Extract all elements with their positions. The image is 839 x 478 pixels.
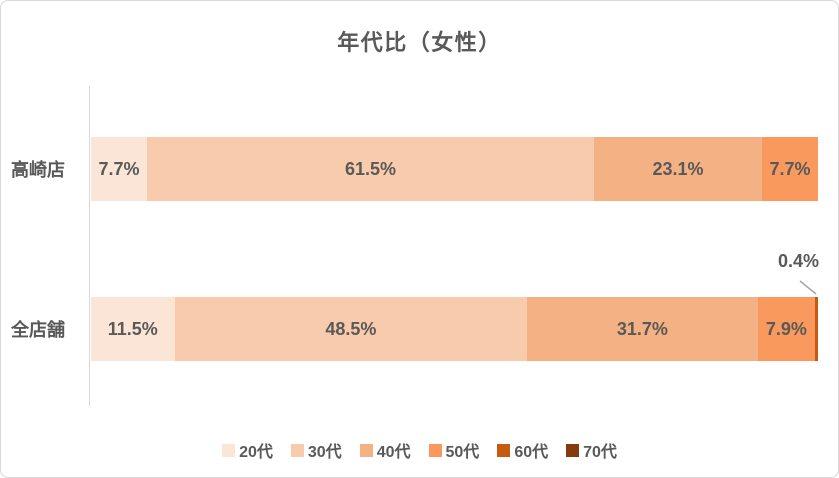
bar-segment-50代: 7.9% xyxy=(757,297,816,361)
bar-segment-50代: 7.7% xyxy=(761,137,818,201)
legend-label: 40代 xyxy=(376,444,411,461)
bar-segment-30代: 61.5% xyxy=(146,137,595,201)
legend-swatch xyxy=(359,443,373,457)
bar-segment-40代: 23.1% xyxy=(594,137,762,201)
legend-swatch xyxy=(290,443,304,457)
legend-label: 70代 xyxy=(583,444,617,461)
segment-value-label: 23.1% xyxy=(652,158,704,179)
legend-swatch xyxy=(222,443,236,457)
legend-swatch xyxy=(428,443,442,457)
legend-item-30代: 30代 xyxy=(290,438,342,462)
segment-value-label: 7.7% xyxy=(98,158,140,179)
bar-row: 全店舗 11.5% 48.5% 31.7% 7.9% xyxy=(1,297,838,361)
bar-segment-20代: 11.5% xyxy=(91,297,175,361)
bar-segment-40代: 31.7% xyxy=(527,297,758,361)
category-label: 全店舗 xyxy=(11,320,65,340)
legend: 20代 30代 40代 50代 60代 70代 xyxy=(1,438,838,462)
chart-title: 年代比（女性） xyxy=(337,30,502,55)
legend-swatch xyxy=(497,443,511,457)
legend-item-60代: 60代 xyxy=(497,438,548,462)
segment-value-label: 11.5% xyxy=(107,318,158,339)
bar-segment-60代 xyxy=(815,297,818,361)
callout-label: 0.4% xyxy=(778,251,820,271)
legend-label: 50代 xyxy=(445,444,480,461)
category-label: 高崎店 xyxy=(11,160,65,180)
stacked-bar: 7.7% 61.5% 23.1% 7.7% xyxy=(91,137,818,201)
segment-value-label: 48.5% xyxy=(325,318,377,339)
legend-label: 60代 xyxy=(514,444,549,461)
legend-item-50代: 50代 xyxy=(428,438,480,462)
stacked-bar: 11.5% 48.5% 31.7% 7.9% xyxy=(91,297,818,361)
legend-swatch xyxy=(566,443,580,457)
bar-segment-20代: 7.7% xyxy=(91,137,147,201)
segment-value-label: 7.9% xyxy=(765,318,807,339)
segment-value-label: 31.7% xyxy=(616,318,668,339)
legend-label: 20代 xyxy=(239,444,273,461)
callout-leader-line xyxy=(799,280,817,295)
segment-value-label: 7.7% xyxy=(769,158,811,179)
legend-label: 30代 xyxy=(307,444,342,461)
legend-item-40代: 40代 xyxy=(359,438,411,462)
segment-value-label: 61.5% xyxy=(344,158,397,179)
y-axis-line xyxy=(89,86,90,406)
legend-item-70代: 70代 xyxy=(566,438,617,462)
bar-segment-30代: 48.5% xyxy=(174,297,528,361)
legend-item-20代: 20代 xyxy=(222,438,273,462)
bar-row: 高崎店 7.7% 61.5% 23.1% 7.7% xyxy=(1,137,838,201)
